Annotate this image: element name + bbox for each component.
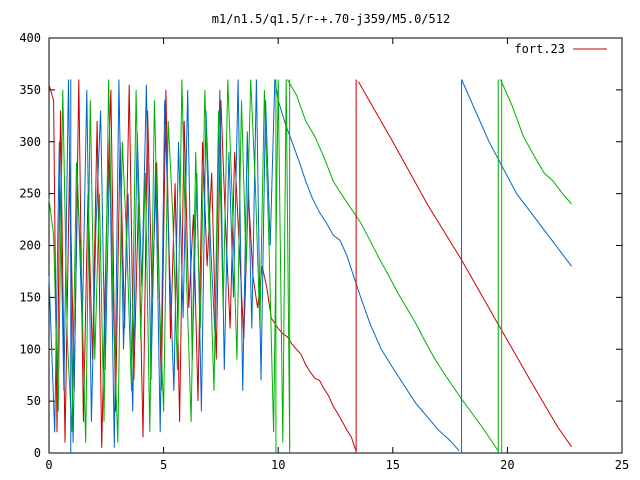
x-tick-label-3: 15 xyxy=(386,458,400,472)
y-tick-label-5: 250 xyxy=(19,187,41,201)
legend-label-fort23: fort.23 xyxy=(514,42,565,56)
series-2-segment-2 xyxy=(500,79,572,205)
series-0-segment-0 xyxy=(48,79,272,448)
legend: fort.23 xyxy=(514,42,607,56)
x-tick-label-5: 25 xyxy=(615,458,629,472)
series-2-segment-1 xyxy=(286,79,499,452)
x-tick-label-0: 0 xyxy=(45,458,52,472)
series-1-segment-0 xyxy=(48,79,276,448)
x-tick-label-1: 5 xyxy=(160,458,167,472)
y-tick-label-8: 400 xyxy=(19,31,41,45)
x-tick-label-4: 20 xyxy=(500,458,514,472)
series-1-segment-2 xyxy=(461,79,572,267)
y-tick-label-6: 300 xyxy=(19,135,41,149)
y-tick-label-7: 350 xyxy=(19,83,41,97)
series-1-segment-1 xyxy=(274,79,460,452)
axis-ticks xyxy=(48,37,623,454)
y-tick-label-3: 150 xyxy=(19,290,41,304)
series-2-segment-0 xyxy=(48,79,291,448)
x-tick-label-2: 10 xyxy=(271,458,285,472)
y-tick-label-1: 50 xyxy=(27,394,41,408)
chart-title: m1/n1.5/q1.5/r-+.70-j359/M5.0/512 xyxy=(212,12,450,26)
series-layer xyxy=(48,79,573,453)
y-tick-label-2: 100 xyxy=(19,342,41,356)
y-tick-label-0: 0 xyxy=(34,446,41,460)
series-0-segment-2 xyxy=(357,81,573,448)
y-tick-label-4: 200 xyxy=(19,239,41,253)
